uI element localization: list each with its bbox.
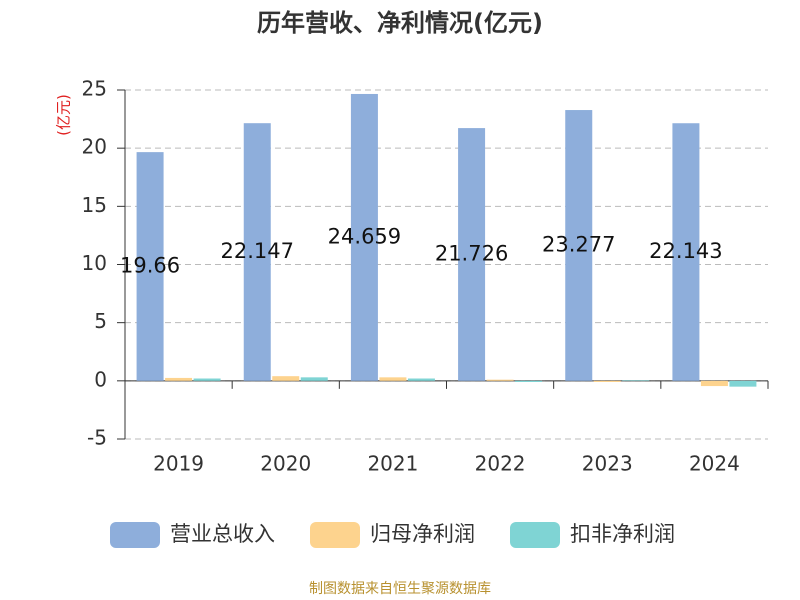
chart-title: 历年营收、净利情况(亿元) bbox=[257, 9, 543, 37]
bar bbox=[407, 378, 435, 381]
bar bbox=[193, 378, 221, 381]
value-label: 23.277 bbox=[542, 232, 615, 256]
x-tick-label: 2023 bbox=[582, 452, 633, 476]
bar bbox=[700, 380, 728, 387]
bar bbox=[622, 380, 650, 381]
value-label: 22.147 bbox=[221, 239, 294, 263]
bar bbox=[136, 152, 164, 381]
y-axis-label: (亿元) bbox=[55, 94, 73, 136]
legend-label: 营业总收入 bbox=[170, 522, 275, 546]
legend-swatch bbox=[110, 522, 160, 548]
bar bbox=[565, 110, 593, 381]
y-tick-label: 10 bbox=[82, 251, 107, 275]
bar bbox=[300, 377, 328, 381]
x-tick-label: 2024 bbox=[689, 452, 740, 476]
legend-swatch bbox=[310, 522, 360, 548]
x-tick-label: 2020 bbox=[260, 452, 311, 476]
bar bbox=[486, 379, 514, 381]
value-label: 24.659 bbox=[328, 224, 401, 248]
bar bbox=[379, 377, 407, 381]
value-label: 22.143 bbox=[649, 239, 722, 263]
bar bbox=[672, 123, 700, 381]
bar bbox=[243, 123, 271, 381]
bar bbox=[350, 93, 378, 381]
x-tick-label: 2019 bbox=[153, 452, 204, 476]
legend-label: 扣非净利润 bbox=[570, 522, 675, 546]
y-tick-label: 20 bbox=[82, 135, 107, 159]
bar bbox=[593, 380, 621, 382]
bar bbox=[272, 376, 300, 381]
bar bbox=[165, 377, 193, 381]
y-tick-label: 25 bbox=[82, 77, 107, 101]
bar bbox=[515, 380, 543, 382]
y-tick-label: 0 bbox=[94, 367, 107, 391]
y-tick-label: 15 bbox=[82, 193, 107, 217]
legend-swatch bbox=[510, 522, 560, 548]
legend-label: 归母净利润 bbox=[370, 522, 475, 546]
source-note: 制图数据来自恒生聚源数据库 bbox=[309, 581, 491, 597]
value-label: 19.66 bbox=[120, 253, 180, 277]
value-label: 21.726 bbox=[435, 241, 508, 265]
x-tick-label: 2021 bbox=[367, 452, 418, 476]
bar bbox=[729, 380, 757, 387]
y-tick-label: 5 bbox=[94, 309, 107, 333]
y-tick-label: -5 bbox=[87, 426, 107, 450]
bar bbox=[458, 128, 486, 381]
x-tick-label: 2022 bbox=[475, 452, 526, 476]
